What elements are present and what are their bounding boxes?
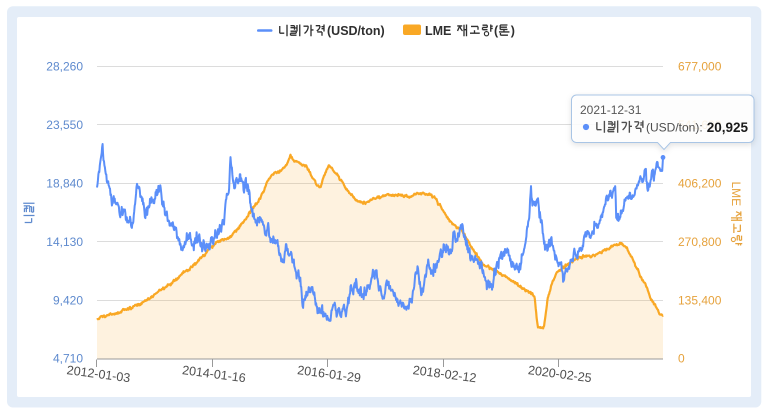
svg-text:270,800: 270,800 (678, 235, 722, 249)
svg-text:14,130: 14,130 (46, 235, 83, 249)
svg-text:(USD/ton):: (USD/ton): (646, 121, 703, 135)
svg-text:20,925: 20,925 (707, 120, 749, 135)
svg-text:406,200: 406,200 (678, 177, 722, 191)
svg-text:18,840: 18,840 (46, 177, 83, 191)
svg-text:28,260: 28,260 (46, 60, 83, 74)
svg-text:135,400: 135,400 (678, 293, 722, 307)
svg-text:(: ( (494, 24, 499, 38)
svg-text:LME: LME (729, 182, 743, 207)
svg-text:4,710: 4,710 (53, 352, 83, 366)
svg-text:677,000: 677,000 (678, 60, 722, 74)
svg-text:(USD/ton): (USD/ton) (327, 24, 385, 38)
svg-text:2021-12-31: 2021-12-31 (580, 103, 642, 117)
svg-text:LME: LME (425, 24, 451, 38)
svg-text:): ) (511, 24, 515, 38)
svg-text:0: 0 (678, 352, 685, 366)
svg-text:23,550: 23,550 (46, 118, 83, 132)
svg-text:9,420: 9,420 (53, 293, 83, 307)
